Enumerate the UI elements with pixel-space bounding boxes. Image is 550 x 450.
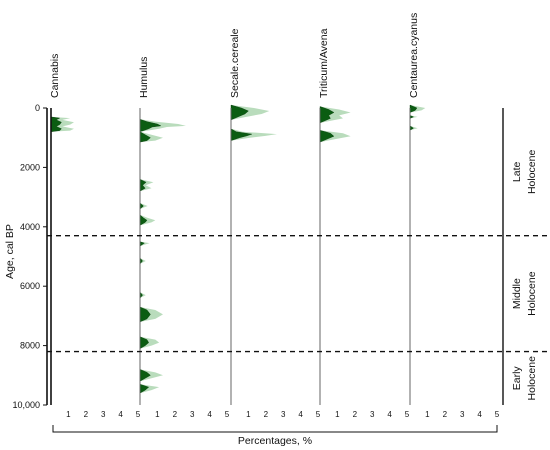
- percent-tick-label: 4: [207, 410, 212, 419]
- percent-axis-title: Percentages, %: [238, 435, 312, 447]
- zone-label-middle: Middle: [511, 278, 523, 309]
- taxon-label-triticum-avena: Triticum/Avena: [318, 28, 330, 98]
- age-tick-label: 4000: [20, 222, 40, 232]
- zone-label-middle-holocene: Holocene: [526, 271, 538, 316]
- cannabis-area: [50, 116, 62, 132]
- percent-tick-label: 2: [173, 410, 178, 419]
- percent-tick-label: 1: [335, 410, 340, 419]
- percent-tick-label: 3: [460, 410, 465, 419]
- humulus-area: [139, 119, 162, 394]
- percent-tick-label: 5: [316, 410, 321, 419]
- percent-tick-label: 2: [443, 410, 448, 419]
- age-tick-label: 2000: [20, 162, 40, 172]
- percent-tick-label: 2: [84, 410, 89, 419]
- taxon-label-humulus: Humulus: [138, 57, 150, 98]
- zone-label-early-holocene: Holocene: [526, 356, 538, 401]
- taxon-label-cannabis: Cannabis: [49, 54, 61, 98]
- taxon-label-centaurea-cyanus: Centaurea.cyanus: [408, 13, 420, 98]
- zone-label-early: Early: [511, 366, 523, 391]
- percent-tick-label: 3: [190, 410, 195, 419]
- age-tick-label: 10,000: [12, 400, 40, 410]
- zone-label-late-holocene: Holocene: [526, 150, 538, 195]
- percent-tick-label: 4: [298, 410, 303, 419]
- triticum-avena-area: [319, 106, 335, 143]
- age-tick-label: 6000: [20, 281, 40, 291]
- percent-tick-label: 4: [118, 410, 123, 419]
- centaurea-cyanus-exaggeration-area: [410, 105, 426, 131]
- age-tick-label: 8000: [20, 341, 40, 351]
- percent-tick-label: 5: [136, 410, 141, 419]
- centaurea-cyanus-area: [409, 104, 418, 131]
- age-axis-title: Age, cal BP: [4, 224, 16, 279]
- percent-tick-label: 3: [281, 410, 286, 419]
- percent-tick-label: 1: [425, 410, 430, 419]
- percent-tick-label: 1: [246, 410, 251, 419]
- percent-tick-label: 1: [155, 410, 160, 419]
- taxon-label-secale-cereale: Secale.cereale: [229, 28, 241, 98]
- percent-tick-label: 3: [101, 410, 106, 419]
- percent-tick-label: 4: [387, 410, 392, 419]
- age-tick-label: 0: [35, 103, 40, 113]
- percent-tick-label: 1: [66, 410, 71, 419]
- percent-tick-label: 5: [225, 410, 230, 419]
- percent-bracket: [52, 425, 498, 433]
- percent-tick-label: 5: [495, 410, 500, 419]
- zone-label-late: Late: [511, 161, 523, 182]
- percent-tick-label: 5: [405, 410, 410, 419]
- percent-tick-label: 2: [264, 410, 269, 419]
- percent-tick-label: 2: [353, 410, 358, 419]
- percent-tick-label: 4: [477, 410, 482, 419]
- percent-tick-label: 3: [370, 410, 375, 419]
